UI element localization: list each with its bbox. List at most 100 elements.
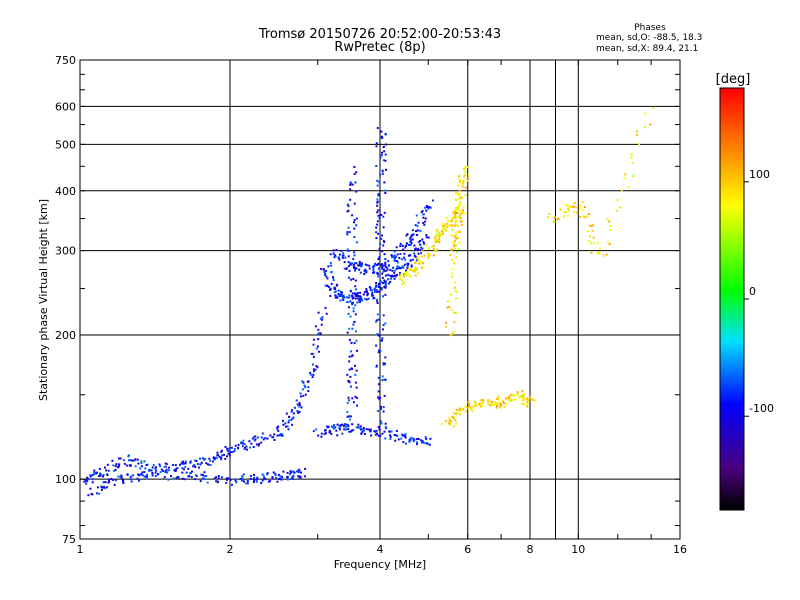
data-point xyxy=(194,459,197,462)
data-point xyxy=(456,231,459,234)
data-point xyxy=(374,262,377,265)
data-point xyxy=(212,456,215,459)
data-point xyxy=(319,317,322,320)
data-point xyxy=(547,216,550,219)
data-point xyxy=(354,269,357,272)
data-point xyxy=(287,419,290,422)
data-point xyxy=(235,481,238,484)
data-point xyxy=(399,253,402,255)
data-point xyxy=(279,477,282,480)
data-point xyxy=(192,465,195,468)
data-point xyxy=(446,300,449,303)
data-point xyxy=(163,465,166,468)
data-point xyxy=(348,368,351,371)
data-point xyxy=(462,181,465,184)
data-point xyxy=(372,269,375,272)
data-point xyxy=(519,395,522,398)
data-point xyxy=(401,433,404,436)
data-point xyxy=(431,246,434,249)
data-point xyxy=(412,437,415,440)
data-point xyxy=(291,470,294,473)
data-point xyxy=(439,233,441,236)
data-point xyxy=(172,464,174,466)
data-point xyxy=(451,224,453,227)
data-point xyxy=(321,316,324,319)
data-point xyxy=(378,262,381,265)
data-point xyxy=(334,294,337,297)
data-point xyxy=(129,476,132,478)
data-point xyxy=(433,254,435,257)
data-point xyxy=(347,265,350,268)
data-point xyxy=(347,209,350,212)
data-point xyxy=(355,426,358,429)
data-point xyxy=(450,309,453,312)
data-point xyxy=(365,298,368,301)
data-point xyxy=(304,386,307,389)
data-point xyxy=(410,264,413,267)
data-point xyxy=(399,245,402,248)
data-point xyxy=(397,438,400,441)
data-point xyxy=(213,477,216,480)
data-point xyxy=(346,203,349,206)
data-point xyxy=(453,212,456,215)
chart-subtitle: RwPretec (8p) xyxy=(334,40,426,55)
data-point xyxy=(278,434,281,437)
data-point xyxy=(353,342,356,345)
data-point xyxy=(141,474,144,477)
data-point xyxy=(442,228,445,231)
data-point xyxy=(381,267,384,270)
data-point xyxy=(327,265,330,268)
data-point xyxy=(225,477,228,480)
data-point xyxy=(468,404,471,407)
data-point xyxy=(362,429,365,432)
data-point xyxy=(158,463,161,466)
data-point xyxy=(355,171,358,174)
data-point xyxy=(229,479,232,482)
data-point xyxy=(399,275,402,278)
data-point xyxy=(424,206,427,209)
data-point xyxy=(215,476,217,479)
data-point xyxy=(384,133,387,136)
data-point xyxy=(378,398,381,401)
data-point xyxy=(503,405,506,408)
data-point xyxy=(459,413,462,416)
data-point xyxy=(326,277,329,280)
data-point xyxy=(123,462,126,465)
data-point xyxy=(376,184,379,187)
data-point xyxy=(384,153,387,156)
data-point xyxy=(261,432,264,435)
data-point xyxy=(179,463,181,466)
data-point xyxy=(362,293,365,296)
data-point xyxy=(403,281,406,284)
data-point xyxy=(399,272,401,275)
data-point xyxy=(406,242,408,245)
data-point xyxy=(350,350,353,353)
data-point xyxy=(209,464,212,466)
data-point xyxy=(216,451,219,454)
data-point xyxy=(379,156,382,159)
data-point xyxy=(523,398,526,401)
data-point xyxy=(432,248,435,251)
data-point xyxy=(183,478,186,481)
data-point xyxy=(355,241,358,244)
data-point xyxy=(320,432,323,435)
data-point xyxy=(474,401,477,404)
data-point xyxy=(304,393,307,396)
data-point xyxy=(458,241,461,244)
data-point xyxy=(327,285,330,288)
data-point xyxy=(489,404,492,407)
data-point xyxy=(453,235,456,238)
data-point xyxy=(375,289,377,292)
data-point xyxy=(567,207,570,210)
data-point xyxy=(630,156,633,159)
data-point xyxy=(508,395,511,398)
data-point xyxy=(249,477,252,480)
data-point xyxy=(125,464,128,467)
data-point xyxy=(315,365,318,367)
data-point xyxy=(438,241,441,243)
data-point xyxy=(356,301,359,304)
data-point xyxy=(181,461,184,464)
data-point xyxy=(377,258,380,261)
data-point xyxy=(402,435,405,438)
data-point xyxy=(194,465,197,468)
